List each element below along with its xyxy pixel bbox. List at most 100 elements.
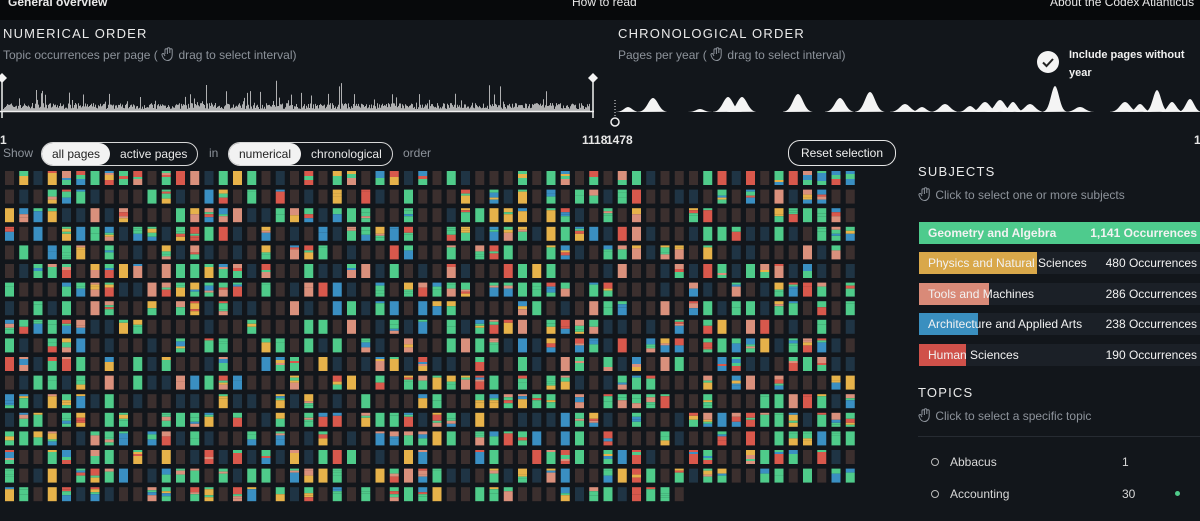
page-tile-segment <box>19 174 29 176</box>
page-tile-segment <box>632 416 641 420</box>
page-tile <box>418 338 428 353</box>
page-tile-segment <box>332 384 342 390</box>
nav-link[interactable]: General overview <box>8 0 108 9</box>
page-tile-segment <box>589 182 599 185</box>
page-tile <box>261 394 271 409</box>
nav-bar: General overview How to read About the C… <box>0 0 1200 20</box>
page-tile-segment <box>76 417 86 421</box>
page-tile <box>290 431 299 446</box>
page-tile-segment <box>90 468 100 476</box>
page-tile-segment <box>503 208 513 213</box>
page-tile <box>660 282 670 297</box>
page-tile <box>560 264 570 278</box>
page-tile-segment <box>617 171 627 178</box>
page-tile-segment <box>147 226 157 229</box>
reset-button[interactable]: Reset selection <box>788 140 896 166</box>
page-tile-segment <box>104 305 114 308</box>
page-tile-segment <box>90 289 100 297</box>
page-tile-segment <box>218 398 228 409</box>
page-tile-segment <box>703 210 713 223</box>
page-tile-segment <box>104 431 114 438</box>
page-tile-segment <box>703 342 713 348</box>
page-tile-segment <box>204 416 214 427</box>
page-tile-segment <box>76 171 86 175</box>
page-tile <box>845 319 855 334</box>
page-tile-segment <box>703 394 713 401</box>
page-tile-segment <box>318 412 328 417</box>
page-tile <box>518 412 527 427</box>
page-tile-segment <box>332 375 342 382</box>
page-tile-segment <box>632 245 641 249</box>
page-tile <box>660 375 670 390</box>
page-tile-segment <box>76 472 86 476</box>
page-tile-segment <box>674 470 684 473</box>
page-tile-segment <box>62 359 71 371</box>
nav-link[interactable]: How to read <box>572 0 637 9</box>
page-tile-segment <box>190 208 200 215</box>
page-tile-segment <box>845 301 855 304</box>
toggle-option[interactable]: chronological <box>311 147 382 161</box>
page-tile-segment <box>5 474 14 477</box>
page-tile-segment <box>560 487 570 494</box>
page-tile-segment <box>617 197 627 204</box>
page-tile <box>503 357 513 371</box>
page-tile-segment <box>104 226 114 233</box>
page-tile-segment <box>660 493 670 496</box>
subject-row[interactable]: Geometry and Algebra 1,141 Occurrences <box>919 222 1200 244</box>
page-tile-segment <box>90 286 100 290</box>
page-tile <box>204 319 214 334</box>
page-tile-segment <box>817 194 827 197</box>
page-tile-segment <box>560 468 570 483</box>
page-tile-segment <box>717 197 727 200</box>
page-tile-segment <box>104 437 114 440</box>
page-tile-segment <box>404 435 413 446</box>
page-tile-segment <box>104 307 114 310</box>
page-tile-segment <box>247 489 257 502</box>
subject-row[interactable]: Tools and Machines 286 Occurrences <box>919 283 1200 305</box>
page-tile <box>90 357 100 371</box>
subject-row[interactable]: Physics and Natural Sciences 480 Occurren… <box>919 252 1200 274</box>
page-tile-segment <box>5 208 14 223</box>
page-tile-segment <box>161 193 171 199</box>
topic-count: 30 <box>1122 487 1136 501</box>
page-tile-segment <box>233 494 242 497</box>
page-tile-segment <box>461 228 470 231</box>
toggle-option[interactable]: active pages <box>120 147 188 161</box>
subject-row[interactable]: Architecture and Applied Arts 238 Occurre… <box>919 313 1200 335</box>
page-tile-segment <box>589 171 599 177</box>
page-tile-segment <box>247 326 257 334</box>
page-tile-segment <box>62 400 71 403</box>
page-tile <box>432 357 442 371</box>
toggle-option[interactable]: all pages <box>42 143 111 165</box>
subject-row[interactable]: Human Sciences 190 Occurrences <box>919 344 1200 366</box>
page-tile-segment <box>817 226 827 229</box>
page-tile <box>176 245 185 260</box>
page-tile-segment <box>817 342 827 353</box>
page-tile-segment <box>746 455 755 459</box>
nav-link[interactable]: About the Codex Atlanticus <box>1050 0 1195 9</box>
page-tile-segment <box>247 323 257 327</box>
page-tile <box>247 301 257 316</box>
checkbox[interactable] <box>1037 51 1059 73</box>
page-tile-segment <box>475 431 485 434</box>
page-tile <box>332 431 342 446</box>
toggle-option[interactable]: numerical <box>229 143 302 165</box>
page-tile-segment <box>774 264 784 266</box>
page-tile-segment <box>332 412 342 416</box>
page-tile-segment <box>560 328 570 334</box>
page-tile-segment <box>774 180 784 182</box>
page-tile-segment <box>90 489 100 493</box>
page-tile-segment <box>190 431 200 439</box>
page-tile <box>290 264 299 278</box>
page-tile-segment <box>603 401 613 409</box>
page-tile-segment <box>33 375 43 390</box>
page-tile-segment <box>290 455 299 464</box>
topic-name[interactable]: Abbacus <box>950 455 997 469</box>
page-tile-segment <box>731 307 741 316</box>
page-tile-segment <box>703 349 713 353</box>
page-tile-segment <box>731 366 741 371</box>
page-tile-segment <box>831 216 841 223</box>
page-tile-segment <box>90 477 100 483</box>
topic-name[interactable]: Accounting <box>950 487 1010 501</box>
page-tile-segment <box>233 171 242 185</box>
